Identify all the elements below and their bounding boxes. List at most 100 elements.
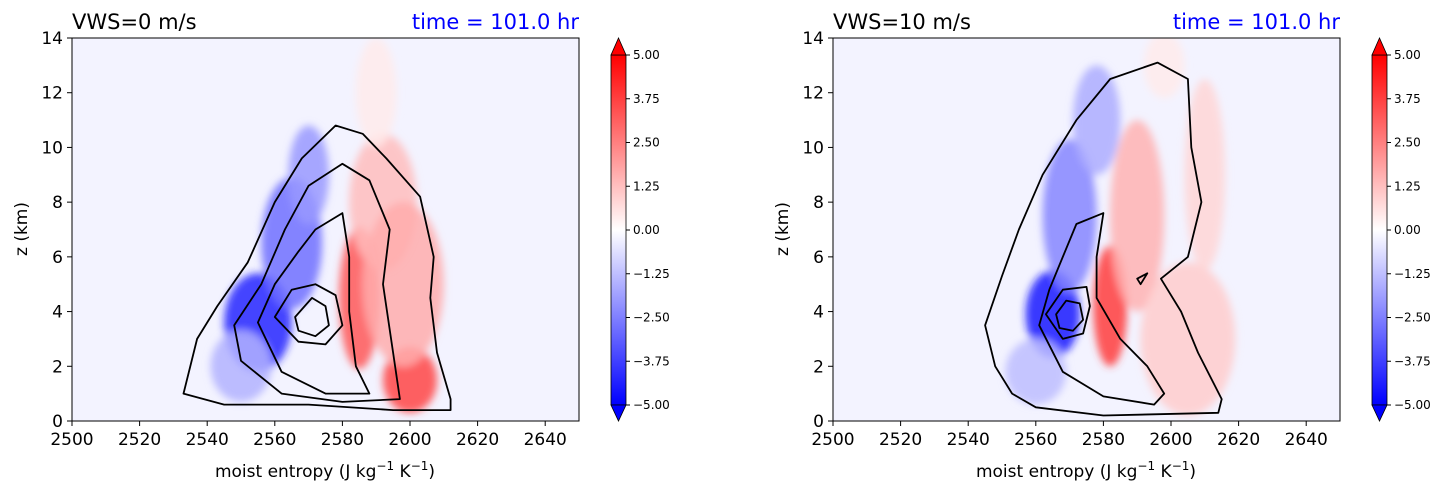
x-axis-label-left: moist entropy (J kg−1 K−1) (215, 459, 435, 482)
y-tick-label: 0 (813, 412, 824, 432)
shading-blob (210, 330, 272, 402)
x-axis-label-right: moist entropy (J kg−1 K−1) (976, 459, 1196, 482)
y-tick-label: 14 (41, 29, 63, 49)
shading-blob (355, 38, 397, 148)
panel-right: 2500 2520 2540 2560 2580 2600 2620 2640 0 2 4 6 8 10… (773, 10, 1341, 482)
x-ticks-right: 2500 2520 2540 2560 2580 2600 2620 2640 (811, 421, 1328, 450)
shading-blob (1072, 65, 1121, 175)
x-tick-label: 2520 (118, 430, 161, 450)
plot-frame-left (71, 37, 580, 422)
x-tick-label: 2580 (1082, 430, 1125, 450)
colorbar-tick-label: 1.25 (633, 179, 660, 193)
y-tick-label: 4 (813, 303, 824, 323)
x-tick-label: 2600 (1149, 430, 1192, 450)
colorbar-tick-label: −2.50 (1394, 311, 1431, 325)
colorbar-tick-label: 5.00 (1394, 48, 1421, 62)
shading-blob (1042, 139, 1097, 293)
x-tick-label: 2540 (186, 430, 229, 450)
colorbar-tick-label: 3.75 (633, 92, 660, 106)
x-tick-label: 2500 (811, 430, 854, 450)
y-tick-label: 8 (52, 193, 63, 213)
y-ticks-right: 0 2 4 6 8 10 12 14 (802, 29, 833, 432)
shading-left (210, 38, 444, 413)
panel-left: 2500 2520 2540 2560 2580 2600 2620 2640 0 2 4 6 8 10… (12, 10, 580, 482)
shading-blob (362, 202, 444, 367)
colorbar-tick-label: 2.50 (1394, 136, 1421, 150)
colorbar-tick-label: 0.00 (633, 223, 660, 237)
y-tick-label: 12 (41, 84, 63, 104)
x-tick-label: 2540 (947, 430, 990, 450)
y-tick-label: 12 (802, 84, 824, 104)
y-tick-label: 10 (802, 138, 824, 158)
shading-blob (1143, 38, 1185, 99)
colorbar-ticks-left: 5.00 3.75 2.50 1.25 0.00 −1.25 −2.50 −3.75 −5.00 (626, 48, 670, 412)
shading-blob (1025, 270, 1080, 359)
contour-line (1055, 299, 1084, 332)
contours-left (182, 124, 452, 411)
x-tick-label: 2560 (253, 430, 296, 450)
colorbar-extend-bottom-right (1371, 404, 1388, 422)
contour-line (257, 212, 371, 395)
contour-line (1136, 272, 1149, 286)
contour-line (1038, 212, 1166, 406)
x-tick-label: 2560 (1014, 430, 1057, 450)
title-left: VWS=0 m/s (72, 10, 197, 34)
colorbar-ticks-right: 5.00 3.75 2.50 1.25 0.00 −1.25 −2.50 −3.75 −5.00 (1387, 48, 1431, 412)
x-tick-label: 2640 (1285, 430, 1328, 450)
y-tick-label: 2 (52, 357, 63, 377)
plot-area-left (72, 38, 579, 421)
x-tick-label: 2600 (388, 430, 431, 450)
shading-right (1005, 38, 1236, 416)
y-tick-label: 14 (802, 29, 824, 49)
contour-line (984, 61, 1223, 417)
x-tick-label: 2620 (456, 430, 499, 450)
colorbar-tick-label: 2.50 (633, 136, 660, 150)
y-axis-label-right: z (km) (773, 202, 793, 256)
shading-blob (1110, 120, 1165, 312)
colorbar-tick-label: −1.25 (1394, 267, 1431, 281)
y-tick-label: 10 (41, 138, 63, 158)
shading-blob (1184, 79, 1226, 271)
time-label-right: time = 101.0 hr (1173, 10, 1340, 34)
x-tick-label: 2500 (50, 430, 93, 450)
y-tick-label: 6 (52, 248, 63, 268)
colorbar-tick-label: 5.00 (633, 48, 660, 62)
colorbar-tick-label: −5.00 (633, 398, 670, 412)
shading-blob (288, 125, 329, 225)
colorbar-tick-label: −5.00 (1394, 398, 1431, 412)
x-ticks-left: 2500 2520 2540 2560 2580 2600 2620 2640 (50, 421, 567, 450)
contour-line (233, 162, 401, 403)
x-tick-label: 2640 (524, 430, 567, 450)
y-tick-label: 8 (813, 193, 824, 213)
colorbar-extend-top-left (610, 37, 627, 56)
x-tick-label: 2580 (321, 430, 364, 450)
x-tick-label: 2520 (879, 430, 922, 450)
contour-line (294, 297, 330, 338)
y-tick-label: 0 (52, 412, 63, 432)
time-label-left: time = 101.0 hr (412, 10, 579, 34)
y-tick-label: 6 (813, 248, 824, 268)
x-tick-label: 2620 (1217, 430, 1260, 450)
contour-line (1045, 286, 1091, 340)
colorbar-tick-label: −3.75 (1394, 354, 1431, 368)
colorbar-tick-label: −3.75 (633, 354, 670, 368)
colorbar-body-right (1371, 54, 1388, 406)
colorbar-tick-label: −1.25 (633, 267, 670, 281)
shading-blob (1005, 338, 1067, 405)
colorbar-body-left (610, 54, 627, 406)
colorbar-right: 5.00 3.75 2.50 1.25 0.00 −1.25 −2.50 −3.75 −5.00 (1371, 37, 1431, 422)
plot-frame-right (832, 37, 1341, 422)
title-right: VWS=10 m/s (833, 10, 971, 34)
y-tick-label: 2 (813, 357, 824, 377)
contour-line (182, 124, 452, 411)
colorbar-tick-label: 3.75 (1394, 92, 1421, 106)
colorbar-left: 5.00 3.75 2.50 1.25 0.00 −1.25 −2.50 −3.75 −5.00 (610, 37, 670, 422)
y-axis-label-left: z (km) (12, 202, 32, 256)
colorbar-extend-bottom-left (610, 404, 627, 422)
contours-right (984, 61, 1223, 417)
shading-blob (1140, 262, 1236, 416)
y-tick-label: 4 (52, 303, 63, 323)
contour-line (273, 283, 344, 346)
colorbar-tick-label: 0.00 (1394, 223, 1421, 237)
